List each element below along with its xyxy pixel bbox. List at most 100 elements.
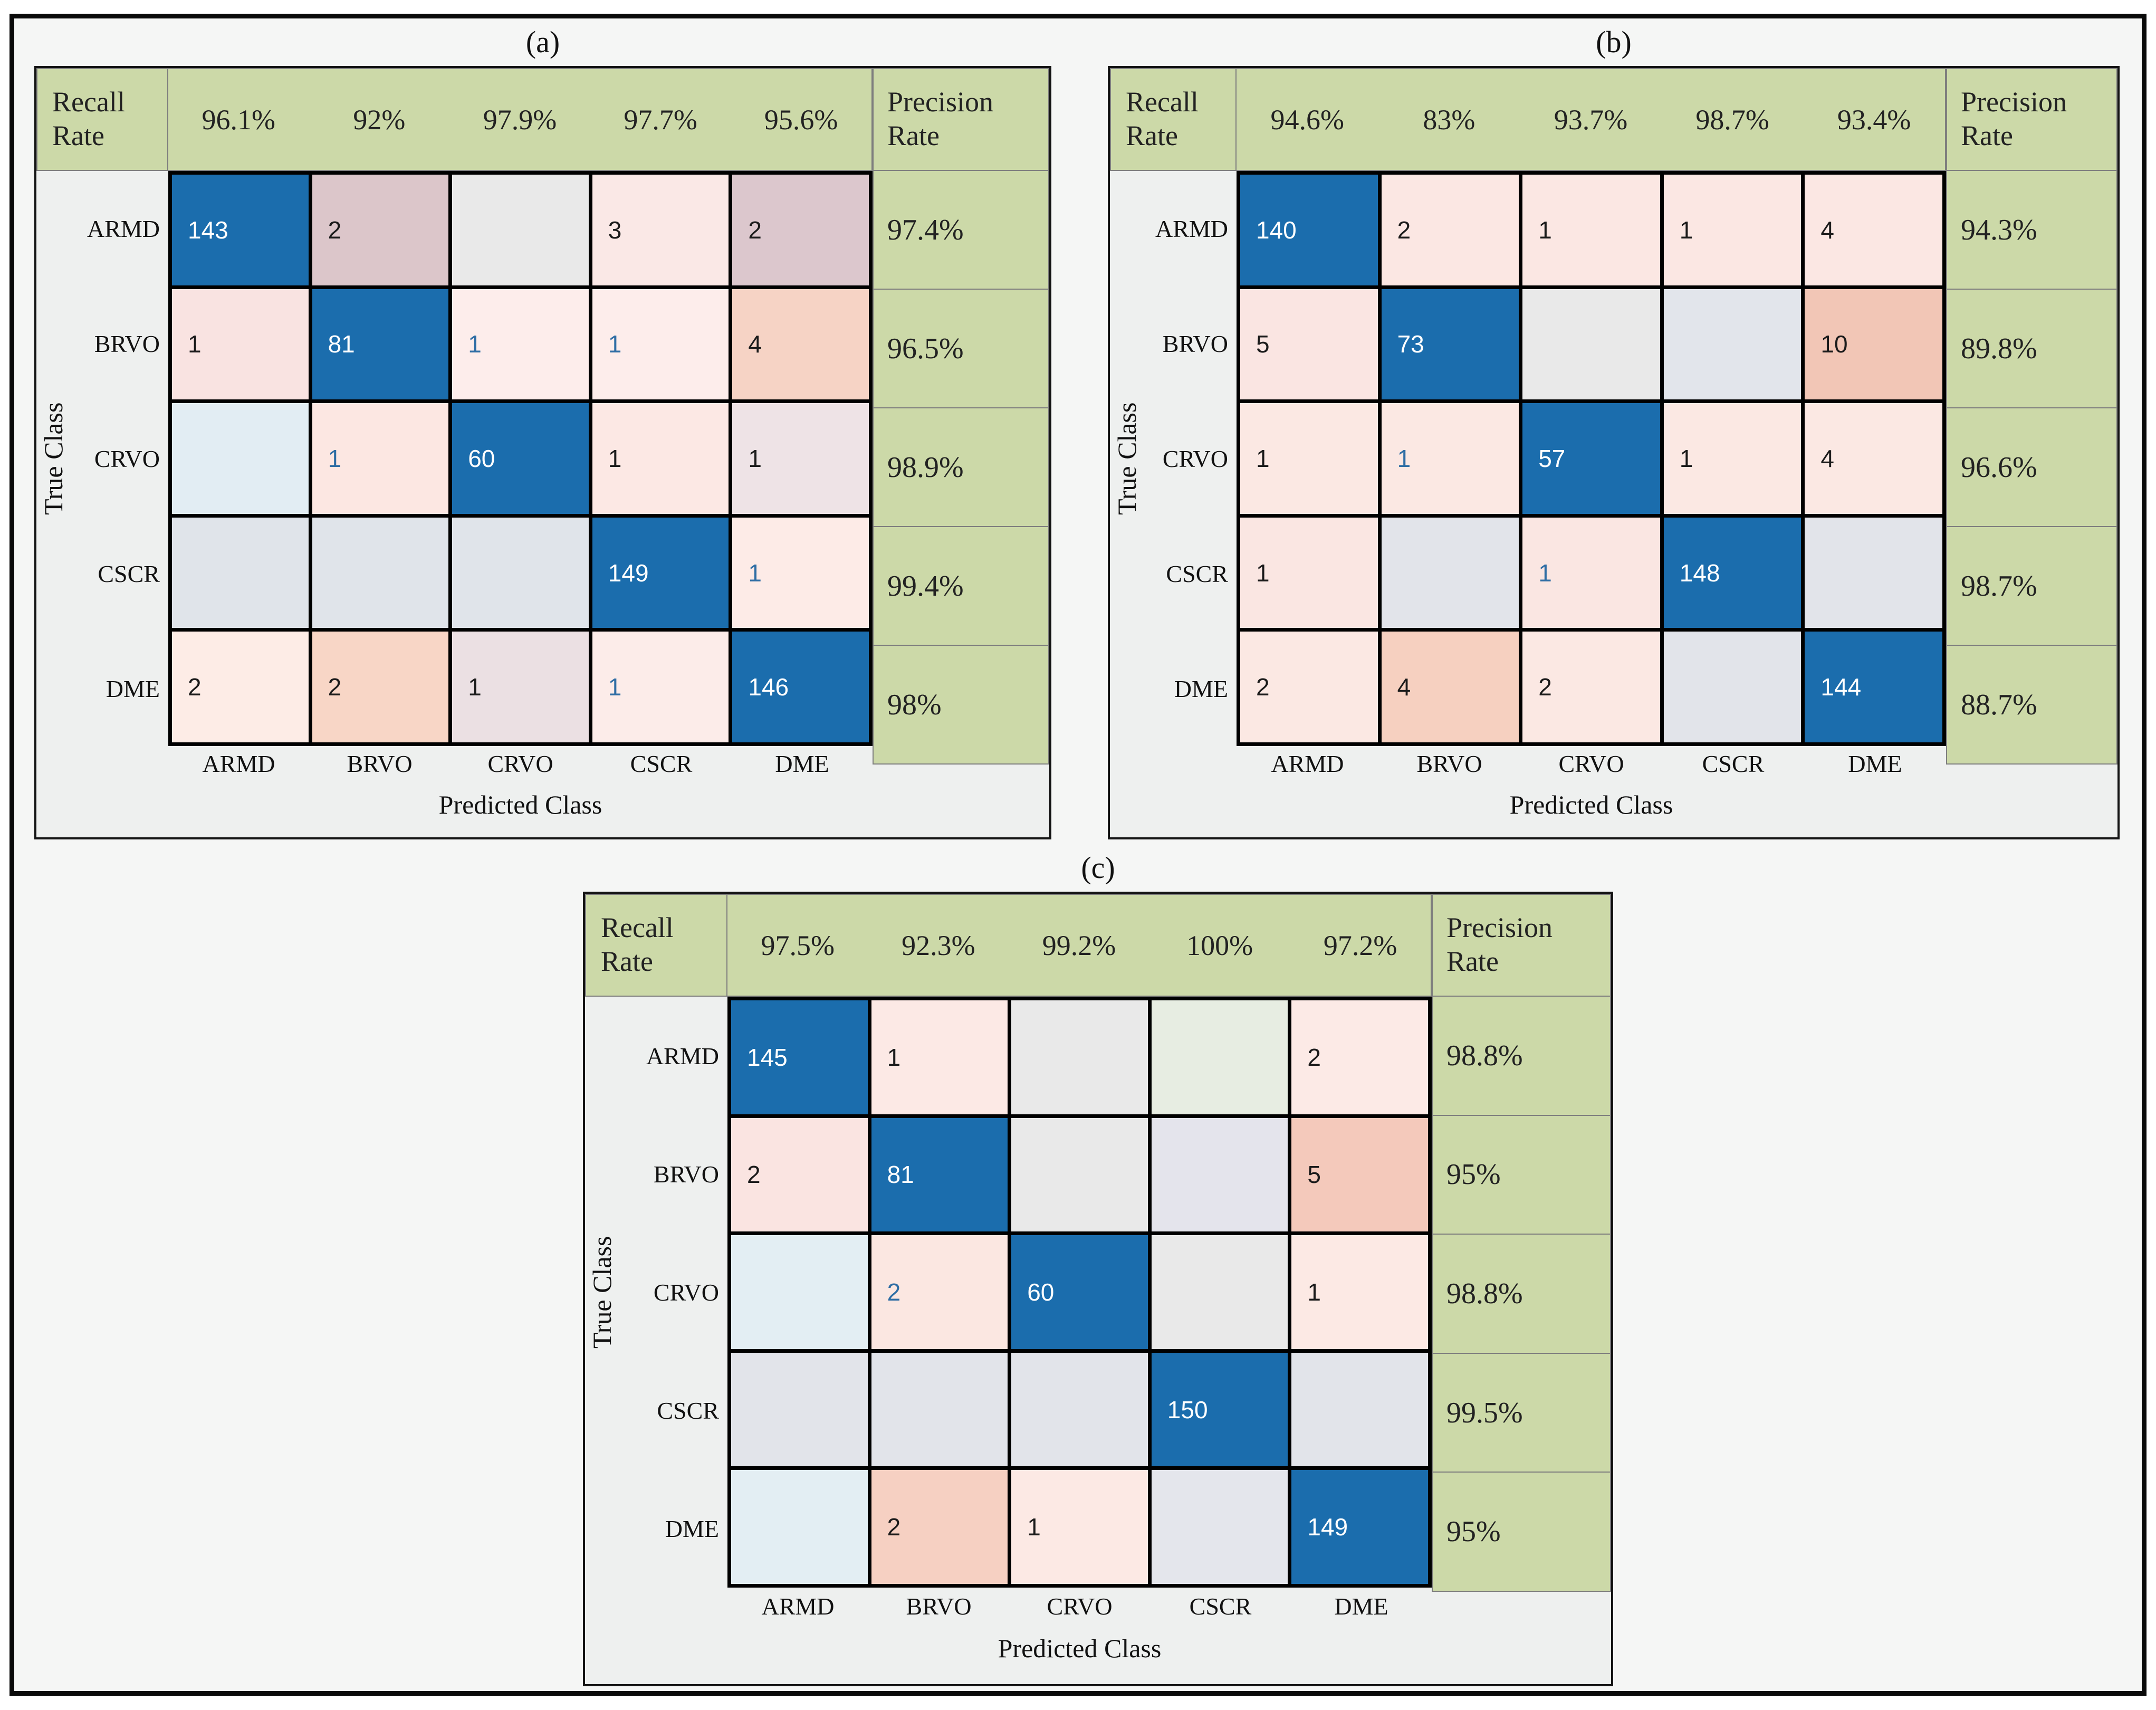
cell-b-armd-dme: 4 <box>1805 175 1942 285</box>
confusion-matrix-board: Recall Rate 96.1% 92% 97.9% 97.7% 95.6% Prec… <box>34 66 1051 839</box>
cell-c-dme-brvo: 2 <box>871 1470 1008 1584</box>
precision-column: Precision Rate 94.3% 89.8% 96.6% 98.7% 88.7% <box>1946 68 2117 765</box>
cell-a-cscr-crvo <box>452 517 589 628</box>
row-label-a-cscr: CSCR <box>98 560 160 587</box>
cell-c-dme-cscr <box>1151 1470 1288 1584</box>
recall-value-c-armd: 97.5% <box>761 929 835 961</box>
col-label-c-brvo: BRVO <box>906 1592 972 1620</box>
cell-b-brvo-crvo <box>1522 289 1660 400</box>
cell-c-cscr-armd <box>731 1352 868 1467</box>
cell-c-cscr-cscr: 150 <box>1151 1352 1288 1467</box>
recall-value-a-cscr: 97.7% <box>624 103 697 136</box>
recall-header-row: Recall Rate 97.5% 92.3% 99.2% 100% 97.2% <box>585 894 1432 997</box>
recall-value-b-armd: 94.6% <box>1270 103 1345 136</box>
cell-b-crvo-cscr: 1 <box>1663 403 1802 514</box>
recall-value-c-brvo: 92.3% <box>902 929 975 961</box>
col-label-b-dme: DME <box>1848 750 1902 777</box>
precision-value-c-dme: 95% <box>1432 1473 1611 1592</box>
cell-a-dme-crvo: 1 <box>452 632 589 742</box>
cell-b-crvo-crvo: 57 <box>1522 403 1660 514</box>
cell-a-brvo-dme: 4 <box>732 289 869 400</box>
cell-c-brvo-armd: 2 <box>731 1117 868 1232</box>
cell-b-crvo-brvo: 1 <box>1381 403 1519 514</box>
cell-c-cscr-crvo <box>1011 1352 1148 1467</box>
cell-b-armd-cscr: 1 <box>1663 175 1802 285</box>
precision-value-c-crvo: 98.8% <box>1432 1235 1611 1354</box>
precision-value-a-dme: 98% <box>873 646 1049 765</box>
cell-a-cscr-brvo <box>312 517 449 628</box>
cell-c-brvo-dme: 5 <box>1291 1117 1428 1232</box>
precision-value-c-armd: 98.8% <box>1432 997 1611 1116</box>
recall-values: 96.1% 92% 97.9% 97.7% 95.6% <box>168 68 873 171</box>
cell-c-armd-dme: 2 <box>1291 1000 1428 1114</box>
precision-rate-header: Precision Rate <box>873 68 1049 171</box>
cell-a-crvo-crvo: 60 <box>452 403 589 514</box>
cell-c-armd-brvo: 1 <box>871 1000 1008 1114</box>
cell-c-crvo-crvo: 60 <box>1011 1235 1148 1349</box>
recall-value-b-brvo: 83% <box>1423 103 1475 136</box>
cell-b-brvo-cscr <box>1663 289 1802 400</box>
confusion-grid: 145 1 2 2 81 5 2 60 1 150 2 1 149 <box>727 997 1432 1588</box>
cell-c-crvo-armd <box>731 1235 868 1349</box>
recall-rate-header: Recall Rate <box>585 894 727 997</box>
recall-value-a-armd: 96.1% <box>202 103 276 136</box>
recall-header-row: Recall Rate 94.6% 83% 93.7% 98.7% 93.4% <box>1110 68 1946 171</box>
col-label-a-brvo: BRVO <box>347 750 413 777</box>
cell-b-crvo-dme: 4 <box>1805 403 1942 514</box>
predicted-class-labels: ARMD BRVO CRVO CSCR DME <box>1237 746 1946 781</box>
cell-c-armd-crvo <box>1011 1000 1148 1114</box>
cell-a-crvo-armd <box>172 403 309 514</box>
row-label-c-brvo: BRVO <box>653 1160 719 1188</box>
cell-c-crvo-dme: 1 <box>1291 1235 1428 1349</box>
recall-rate-header: Recall Rate <box>36 68 168 171</box>
col-label-c-dme: DME <box>1334 1592 1388 1620</box>
precision-value-b-brvo: 89.8% <box>1946 290 2117 408</box>
col-label-c-cscr: CSCR <box>1189 1592 1252 1620</box>
cell-c-armd-cscr <box>1151 1000 1288 1114</box>
col-label-c-crvo: CRVO <box>1047 1592 1113 1620</box>
panel-caption: (b) <box>1596 25 1632 59</box>
row-label-a-armd: ARMD <box>87 215 160 242</box>
recall-values: 94.6% 83% 93.7% 98.7% 93.4% <box>1237 68 1946 171</box>
col-label-b-crvo: CRVO <box>1558 750 1624 777</box>
cell-a-dme-cscr: 1 <box>592 632 729 742</box>
cell-c-armd-armd: 145 <box>731 1000 868 1114</box>
precision-value-b-crvo: 96.6% <box>1946 408 2117 527</box>
cell-a-cscr-armd <box>172 517 309 628</box>
cell-a-armd-armd: 143 <box>172 175 309 285</box>
row-label-b-crvo: CRVO <box>1162 445 1228 472</box>
row-label-b-cscr: CSCR <box>1166 560 1228 587</box>
recall-value-c-crvo: 99.2% <box>1042 929 1116 961</box>
col-label-b-cscr: CSCR <box>1702 750 1765 777</box>
recall-header-row: Recall Rate 96.1% 92% 97.9% 97.7% 95.6% <box>36 68 873 171</box>
precision-column: Precision Rate 97.4% 96.5% 98.9% 99.4% 98% <box>873 68 1049 765</box>
precision-column: Precision Rate 98.8% 95% 98.8% 99.5% 95% <box>1432 894 1611 1592</box>
cell-b-cscr-crvo: 1 <box>1522 517 1660 628</box>
row-label-b-dme: DME <box>1174 675 1228 702</box>
cell-b-cscr-cscr: 148 <box>1663 517 1802 628</box>
cell-b-brvo-armd: 5 <box>1240 289 1378 400</box>
recall-value-b-cscr: 98.7% <box>1695 103 1769 136</box>
cell-c-brvo-cscr <box>1151 1117 1288 1232</box>
precision-value-b-dme: 88.7% <box>1946 646 2117 765</box>
cell-b-armd-armd: 140 <box>1240 175 1378 285</box>
cell-c-brvo-crvo <box>1011 1117 1148 1232</box>
cell-c-dme-armd <box>731 1470 868 1584</box>
panel-caption: (c) <box>1081 851 1115 885</box>
row-label-c-armd: ARMD <box>646 1042 719 1069</box>
precision-value-b-armd: 94.3% <box>1946 171 2117 290</box>
true-class-axis-label: True Class <box>39 402 68 515</box>
cell-a-dme-armd: 2 <box>172 632 309 742</box>
cell-a-cscr-dme: 1 <box>732 517 869 628</box>
precision-rate-header: Precision Rate <box>1946 68 2117 171</box>
cell-b-dme-crvo: 2 <box>1522 632 1660 742</box>
cell-b-cscr-brvo <box>1381 517 1519 628</box>
cell-b-dme-dme: 144 <box>1805 632 1942 742</box>
cell-a-armd-cscr: 3 <box>592 175 729 285</box>
true-class-labels: ARMD BRVO CRVO CSCR DME <box>585 997 727 1588</box>
precision-value-a-cscr: 99.4% <box>873 527 1049 646</box>
cell-a-brvo-brvo: 81 <box>312 289 449 400</box>
predicted-class-axis-label: Predicted Class <box>1509 790 1673 819</box>
precision-value-c-brvo: 95% <box>1432 1115 1611 1235</box>
confusion-matrix-board: Recall Rate 94.6% 83% 93.7% 98.7% 93.4% Prec… <box>1108 66 2120 839</box>
